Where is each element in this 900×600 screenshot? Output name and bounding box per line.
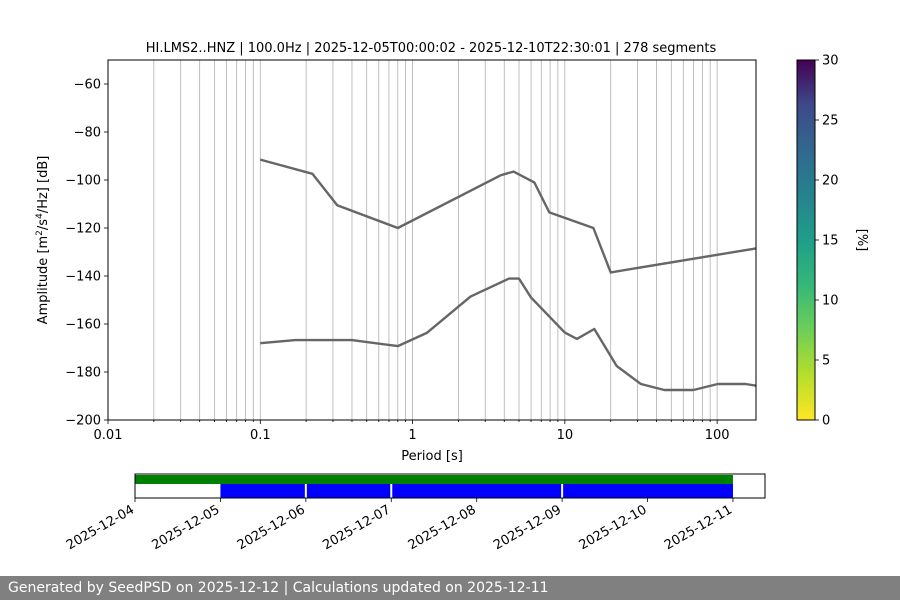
y-tick-label: −80 xyxy=(74,126,101,141)
colorbar-tick-label: 30 xyxy=(822,54,839,69)
noise-model-high-line xyxy=(259,158,757,274)
x-tick-label: 10 xyxy=(557,428,574,443)
timeline-date-label: 2025-12-11 xyxy=(662,502,735,553)
timeline-axis: 2025-12-04 2025-12-05 2025-12-06 2025-12-07… xyxy=(64,498,735,553)
timeline-frame xyxy=(134,473,766,499)
colorbar-tick-label: 10 xyxy=(822,294,839,309)
timeline-date-label: 2025-12-10 xyxy=(577,502,650,553)
y-axis-label-part: 4 xyxy=(35,213,45,219)
colorbar-tick-label: 5 xyxy=(822,354,830,369)
y-tick-label: −100 xyxy=(65,174,101,189)
y-axis-label: Amplitude [m2/s4/Hz] [dB] xyxy=(35,156,51,325)
y-tick-label: −160 xyxy=(65,318,101,333)
plot-frame xyxy=(107,59,757,421)
timeline-date-label: 2025-12-09 xyxy=(491,502,564,553)
chart-title: HI.LMS2..HNZ | 100.0Hz | 2025-12-05T00:0… xyxy=(146,41,717,56)
colorbar-tick-label: 25 xyxy=(822,114,839,129)
colorbar-label: [%] xyxy=(854,229,869,252)
colorbar-tick-label: 15 xyxy=(822,234,839,249)
segment-gap xyxy=(561,484,564,498)
x-tick-label: 1 xyxy=(408,428,416,443)
timeline-date-label: 2025-12-06 xyxy=(235,502,308,553)
x-axis: 0.01 0.1 1 10 100 xyxy=(94,420,730,443)
segment-gap xyxy=(304,484,307,498)
y-axis: −60 −80 −100 −120 −140 −160 −180 −200 xyxy=(65,78,108,429)
y-tick-label: −60 xyxy=(74,78,101,93)
y-axis-label-part: 2 xyxy=(35,230,45,236)
x-tick-label: 100 xyxy=(705,428,730,443)
y-axis-label-part: /s xyxy=(36,219,51,230)
timeline-date-label: 2025-12-04 xyxy=(64,502,137,553)
colorbar-tick-label: 0 xyxy=(822,414,830,429)
colorbar-ticks: 0 5 10 15 20 25 30 xyxy=(815,54,839,429)
available-data-bar xyxy=(135,475,733,484)
timeline-date-label: 2025-12-07 xyxy=(320,502,393,553)
noise-model-lines xyxy=(259,158,757,392)
x-tick-label: 0.1 xyxy=(250,428,271,443)
footer-bar: Generated by SeedPSD on 2025-12-12 | Cal… xyxy=(0,576,900,600)
x-tick-label: 0.01 xyxy=(94,428,123,443)
ppsd-figure: HI.LMS2..HNZ | 100.0Hz | 2025-12-05T00:0… xyxy=(35,41,869,553)
y-tick-label: −180 xyxy=(65,366,101,381)
y-tick-label: −200 xyxy=(65,414,101,429)
psd-segment-bars xyxy=(220,484,733,498)
colorbar xyxy=(796,59,816,421)
psd-segment-bar xyxy=(220,484,733,498)
noise-model-low-line xyxy=(260,277,757,392)
y-tick-label: −140 xyxy=(65,270,101,285)
colorbar-tick-label: 20 xyxy=(822,174,839,189)
segment-gap xyxy=(390,484,393,498)
x-axis-label: Period [s] xyxy=(401,449,463,464)
y-tick-label: −120 xyxy=(65,222,101,237)
x-grid-lines xyxy=(107,60,718,420)
timeline-date-label: 2025-12-08 xyxy=(406,502,479,553)
y-axis-label-part: /Hz] [dB] xyxy=(36,156,51,214)
timeline-date-label: 2025-12-05 xyxy=(149,502,222,553)
y-axis-label-part: Amplitude [m xyxy=(36,236,51,325)
footer-text: Generated by SeedPSD on 2025-12-12 | Cal… xyxy=(8,580,549,596)
